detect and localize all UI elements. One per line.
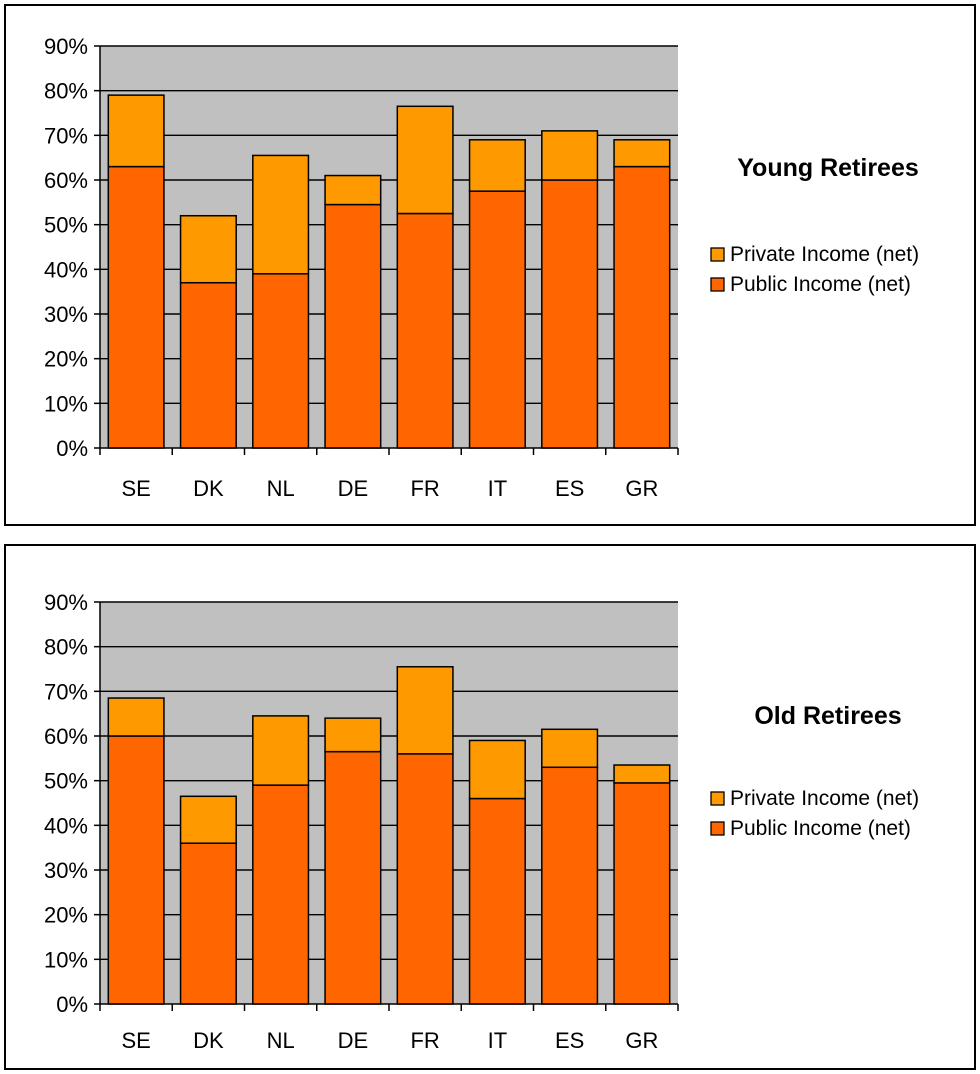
x-tick-label-fr: FR xyxy=(410,1028,439,1053)
bar-private-income-net-nl xyxy=(252,715,310,786)
bar-public-income-net-de xyxy=(324,203,382,449)
bar-private-income-net-fr xyxy=(396,105,454,215)
x-tick-label-nl: NL xyxy=(267,476,295,501)
bar-public-income-net-es xyxy=(541,766,599,1005)
y-tick-label: 10% xyxy=(44,947,88,972)
y-tick-label: 70% xyxy=(44,679,88,704)
y-tick-label: 50% xyxy=(44,769,88,794)
y-tick-label: 80% xyxy=(44,79,88,104)
bar-public-income-net-nl xyxy=(252,273,310,449)
y-tick-label: 60% xyxy=(44,724,88,749)
legend-swatch-private-income-net xyxy=(710,791,725,806)
bar-public-income-net-nl xyxy=(252,784,310,1005)
bar-private-income-net-de xyxy=(324,717,382,753)
bar-private-income-net-es xyxy=(541,728,599,769)
legend-swatch-public-income-net xyxy=(710,821,725,836)
legend-label-public-income-net: Public Income (net) xyxy=(730,273,911,296)
bar-private-income-net-fr xyxy=(396,666,454,755)
bar-public-income-net-de xyxy=(324,750,382,1005)
stacked-bar-chart-old: 0% 10% 20% 30% 40% 50% 60% 70% 80% 90% SE DK NL DE FR I… xyxy=(44,590,919,1053)
chart-panel-young-retirees: 0% 10% 20% 30% 40% 50% 60% 70% 80% 90% SE DK NL DE FR I… xyxy=(4,4,976,526)
y-tick-label: 30% xyxy=(44,302,88,327)
bar-public-income-net-fr xyxy=(396,212,454,449)
y-tick-label: 90% xyxy=(44,590,88,615)
x-tick-label-gr: GR xyxy=(625,476,658,501)
x-tick-label-it: IT xyxy=(488,1028,508,1053)
chart-title: Young Retirees xyxy=(737,154,919,182)
x-tick-label-es: ES xyxy=(555,476,584,501)
x-tick-label-gr: GR xyxy=(625,1028,658,1053)
legend-label-private-income-net: Private Income (net) xyxy=(730,243,919,266)
y-tick-label: 70% xyxy=(44,123,88,148)
legend-label-private-income-net: Private Income (net) xyxy=(730,787,919,810)
y-tick-label: 20% xyxy=(44,347,88,372)
bar-public-income-net-gr xyxy=(613,165,671,449)
legend-swatch-public-income-net xyxy=(710,277,725,292)
bar-public-income-net-es xyxy=(541,179,599,449)
bar-private-income-net-dk xyxy=(179,214,237,284)
bar-private-income-net-se xyxy=(107,697,165,737)
bar-private-income-net-gr xyxy=(613,764,671,784)
x-tick-label-dk: DK xyxy=(193,476,224,501)
stacked-bar-chart-young: 0% 10% 20% 30% 40% 50% 60% 70% 80% 90% SE DK NL DE FR I… xyxy=(44,34,919,501)
x-tick-label-se: SE xyxy=(121,1028,150,1053)
bar-private-income-net-it xyxy=(468,139,526,192)
bar-public-income-net-it xyxy=(468,797,526,1005)
x-tick-label-es: ES xyxy=(555,1028,584,1053)
y-tick-label: 40% xyxy=(44,813,88,838)
bar-private-income-net-es xyxy=(541,130,599,181)
bar-public-income-net-dk xyxy=(179,842,237,1005)
chart-panel-old-retirees: 0% 10% 20% 30% 40% 50% 60% 70% 80% 90% SE DK NL DE FR I… xyxy=(4,544,976,1070)
chart-title: Old Retirees xyxy=(754,702,901,730)
x-tick-label-it: IT xyxy=(488,476,508,501)
x-tick-label-se: SE xyxy=(121,476,150,501)
y-tick-label: 10% xyxy=(44,391,88,416)
bar-private-income-net-gr xyxy=(613,139,671,168)
bar-private-income-net-se xyxy=(107,94,165,168)
bar-public-income-net-fr xyxy=(396,753,454,1005)
bar-public-income-net-se xyxy=(107,165,165,449)
x-tick-label-nl: NL xyxy=(267,1028,295,1053)
bar-private-income-net-it xyxy=(468,739,526,800)
legend-swatch-private-income-net xyxy=(710,247,725,262)
bar-public-income-net-dk xyxy=(179,281,237,449)
x-tick-label-de: DE xyxy=(338,476,369,501)
bar-private-income-net-de xyxy=(324,174,382,206)
x-tick-label-de: DE xyxy=(338,1028,369,1053)
y-tick-label: 80% xyxy=(44,635,88,660)
y-tick-label: 90% xyxy=(44,34,88,59)
y-tick-label: 30% xyxy=(44,858,88,883)
bar-public-income-net-it xyxy=(468,190,526,449)
x-tick-label-dk: DK xyxy=(193,1028,224,1053)
bar-private-income-net-dk xyxy=(179,795,237,844)
y-tick-label: 50% xyxy=(44,213,88,238)
legend-label-public-income-net: Public Income (net) xyxy=(730,817,911,840)
bar-public-income-net-gr xyxy=(613,782,671,1005)
y-tick-label: 60% xyxy=(44,168,88,193)
bar-public-income-net-se xyxy=(107,735,165,1005)
y-tick-label: 40% xyxy=(44,257,88,282)
bar-private-income-net-nl xyxy=(252,154,310,275)
y-tick-label: 0% xyxy=(56,992,88,1017)
y-tick-label: 20% xyxy=(44,903,88,928)
x-tick-label-fr: FR xyxy=(410,476,439,501)
y-tick-label: 0% xyxy=(56,436,88,461)
